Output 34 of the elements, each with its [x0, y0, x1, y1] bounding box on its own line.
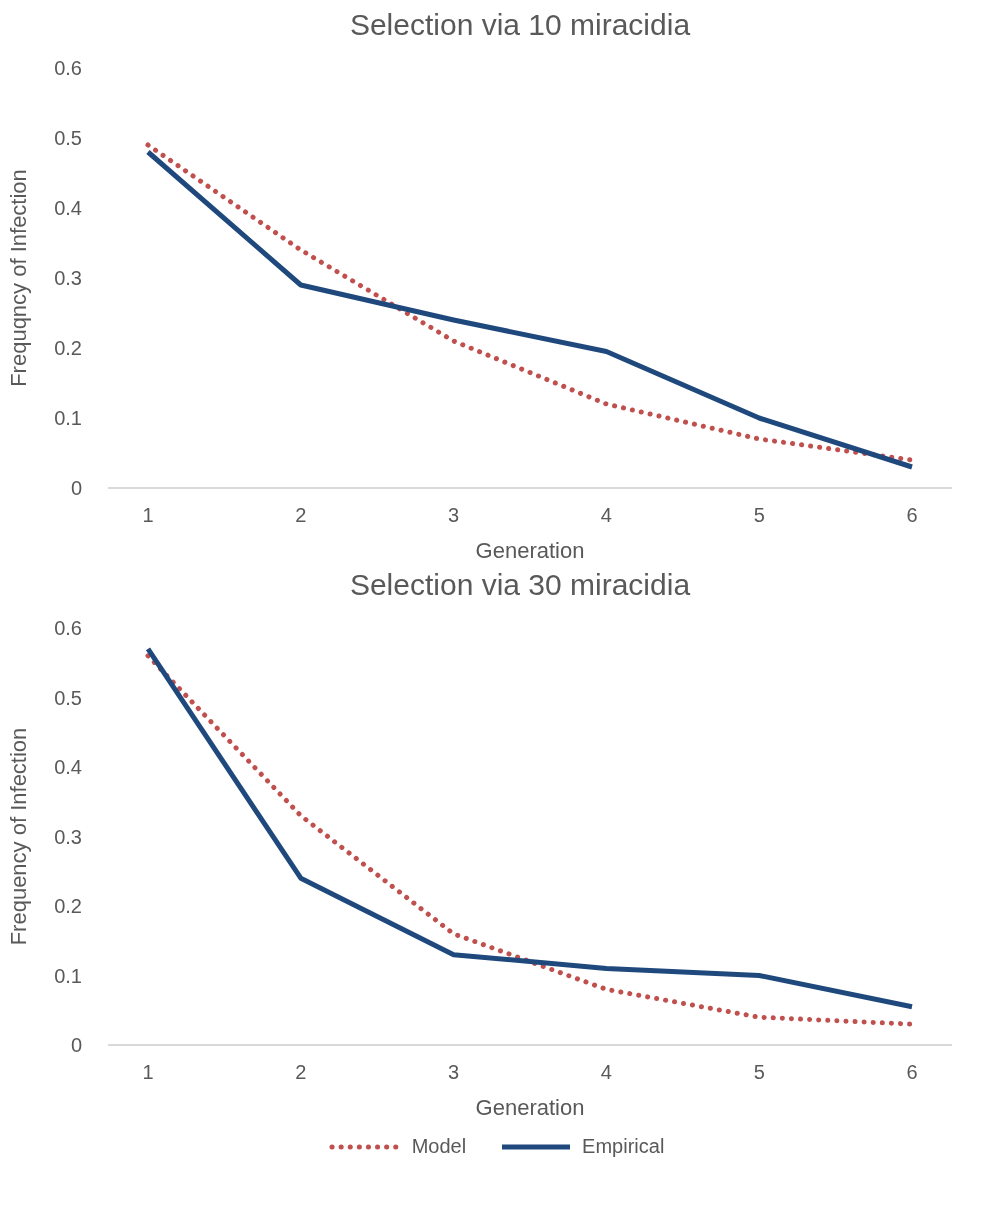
- legend-label: Empirical: [582, 1135, 665, 1158]
- chart-title: Selection via 30 miracidia: [348, 568, 692, 603]
- y-tick-label: 0: [70, 477, 82, 500]
- y-tick-label: 0.2: [54, 337, 82, 360]
- x-tick-label: 5: [753, 1061, 765, 1084]
- y-tick-label: 0.3: [54, 825, 82, 848]
- y-axis-title: Frequqncy of Infection: [5, 169, 31, 387]
- x-tick-label: 2: [295, 504, 307, 527]
- y-tick-label: 0: [70, 1034, 82, 1057]
- y-tick-label: 0.5: [54, 127, 82, 150]
- y-axis-title: Frequency of Infection: [5, 727, 31, 946]
- x-tick-label: 2: [295, 1061, 307, 1084]
- x-axis-title: Generation: [475, 538, 585, 563]
- y-tick-label: 0.3: [54, 267, 82, 290]
- y-tick-label: 0.6: [54, 617, 82, 640]
- x-axis-title: Generation: [475, 1095, 585, 1120]
- x-tick-label: 4: [600, 1061, 612, 1084]
- x-tick-label: 3: [448, 504, 460, 527]
- y-tick-label: 0.1: [54, 964, 82, 987]
- x-tick-label: 1: [142, 504, 154, 527]
- y-tick-label: 0.1: [54, 407, 82, 430]
- y-tick-label: 0.4: [54, 197, 82, 220]
- y-tick-label: 0.2: [54, 895, 82, 918]
- y-tick-label: 0.4: [54, 756, 82, 779]
- legend-label: Model: [411, 1135, 467, 1158]
- y-tick-label: 0.5: [54, 686, 82, 709]
- x-tick-label: 3: [448, 1061, 460, 1084]
- x-tick-label: 4: [600, 504, 612, 527]
- y-tick-label: 0.6: [54, 57, 82, 80]
- x-tick-label: 5: [753, 504, 765, 527]
- x-tick-label: 1: [142, 1061, 154, 1084]
- x-tick-label: 6: [906, 1061, 918, 1084]
- x-tick-label: 6: [906, 504, 918, 527]
- chart-title: Selection via 10 miracidia: [348, 8, 692, 43]
